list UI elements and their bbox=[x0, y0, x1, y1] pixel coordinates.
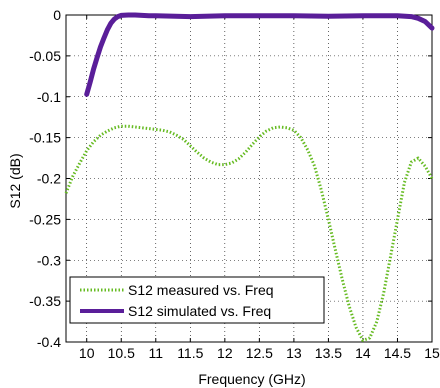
series-line-simulated bbox=[84, 12, 435, 97]
x-tick-label: 10.5 bbox=[108, 345, 135, 361]
y-tick-label: 0 bbox=[53, 7, 61, 23]
y-tick-label: -0.15 bbox=[29, 130, 61, 146]
x-tick-label: 13.5 bbox=[315, 345, 342, 361]
x-tick-label: 11 bbox=[149, 345, 164, 361]
y-tick-label: -0.2 bbox=[37, 171, 61, 187]
legend-label-simulated: S12 simulated vs. Freq bbox=[128, 303, 271, 319]
x-tick-label: 11.5 bbox=[177, 345, 203, 361]
ticks: 10 10.5 11 11.5 12 12.5 13 13.5 14 14.5 15 0 -0.05 -0… bbox=[29, 7, 440, 361]
x-tick-label: 14 bbox=[355, 345, 371, 361]
x-tick-label: 13 bbox=[286, 345, 302, 361]
legend-box bbox=[69, 276, 325, 324]
x-tick-label: 12 bbox=[217, 345, 233, 361]
y-tick-label: -0.35 bbox=[29, 293, 61, 309]
y-axis-label: S12 (dB) bbox=[7, 153, 23, 208]
y-tick-label: -0.3 bbox=[37, 252, 61, 268]
x-tick-label: 10 bbox=[79, 345, 95, 361]
legend-label-measured: S12 measured vs. Freq bbox=[128, 282, 274, 298]
series-line-measured bbox=[64, 124, 434, 342]
legend: S12 measured vs. Freq S12 simulated vs. … bbox=[69, 276, 325, 324]
x-axis-label: Frequency (GHz) bbox=[198, 371, 305, 387]
x-tick-label: 14.5 bbox=[384, 345, 411, 361]
x-tick-label: 15 bbox=[424, 345, 440, 361]
series-group bbox=[64, 12, 435, 342]
y-tick-label: -0.1 bbox=[37, 89, 61, 105]
y-tick-label: -0.25 bbox=[29, 211, 61, 227]
x-tick-label: 12.5 bbox=[246, 345, 273, 361]
y-tick-label: -0.4 bbox=[37, 334, 61, 350]
y-tick-label: -0.05 bbox=[29, 48, 61, 64]
